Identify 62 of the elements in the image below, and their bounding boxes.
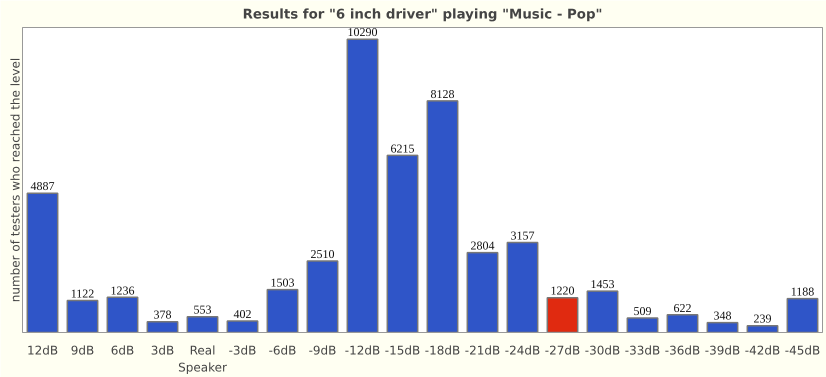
data-label: 553: [194, 302, 212, 317]
data-label: 509: [634, 304, 652, 318]
x-tick-label: -24dB: [504, 344, 540, 358]
data-label: 2804: [470, 238, 494, 253]
data-label: 4887: [30, 179, 54, 194]
x-tick-label: -12dB: [344, 344, 380, 358]
bar: [626, 317, 658, 332]
bar: [386, 154, 418, 332]
data-label: 378: [154, 308, 172, 322]
x-tick-label: -42dB: [744, 344, 780, 358]
x-tick-label: 12dB: [26, 344, 58, 358]
x-tick-label: -6dB: [268, 344, 296, 358]
bar: [346, 38, 378, 332]
data-label: 6215: [390, 141, 414, 156]
x-tick-label: -36dB: [664, 344, 700, 358]
y-axis-title: number of testers who reached the level: [8, 58, 22, 302]
x-tick-label: 6dB: [110, 344, 134, 358]
x-tick-label: -18dB: [424, 344, 460, 358]
bar: [786, 298, 818, 332]
data-label: 1453: [590, 277, 614, 292]
x-tick-label: -45dB: [784, 344, 820, 358]
x-tick-label: -15dB: [384, 344, 420, 358]
bar: [226, 320, 258, 332]
bar: [106, 296, 138, 332]
bar: [146, 320, 178, 332]
data-label: 3157: [510, 228, 534, 243]
data-label: 1188: [790, 284, 814, 299]
data-label: 1122: [70, 286, 94, 301]
data-label: 8128: [430, 86, 454, 101]
x-tick-label: -21dB: [464, 344, 500, 358]
x-tick-label: -9dB: [308, 344, 336, 358]
x-tick-label: 9dB: [70, 344, 94, 358]
data-label: 10290: [348, 25, 378, 40]
x-tick-label: -30dB: [584, 344, 620, 358]
bar: [66, 300, 98, 332]
bar: [666, 314, 698, 332]
x-tick-label: -39dB: [704, 344, 740, 358]
x-tick-label: -33dB: [624, 344, 660, 358]
bar: [586, 290, 618, 332]
data-label: 348: [714, 308, 732, 323]
bar: [506, 242, 538, 332]
x-tick-label: -27dB: [544, 344, 580, 358]
data-label: 1503: [270, 276, 294, 290]
bar: [546, 296, 578, 332]
data-label: 402: [234, 307, 252, 322]
bar: [306, 260, 338, 332]
bar: [26, 192, 58, 332]
data-label: 2510: [310, 246, 334, 261]
chart-title: Results for "6 inch driver" playing "Music - Pop": [242, 8, 602, 22]
bar: [746, 324, 778, 332]
bar: [706, 322, 738, 332]
data-label: 1236: [110, 283, 134, 298]
x-tick-label: 3dB: [150, 344, 174, 358]
data-label: 239: [754, 312, 772, 326]
bar: [466, 252, 498, 332]
x-tick-label: -3dB: [228, 344, 256, 358]
bar: [426, 100, 458, 332]
bar: [266, 288, 298, 332]
bar: [186, 316, 218, 332]
data-label: 622: [674, 300, 692, 315]
data-label: 1220: [550, 284, 574, 298]
x-tick-label: Real Speaker: [178, 344, 227, 374]
